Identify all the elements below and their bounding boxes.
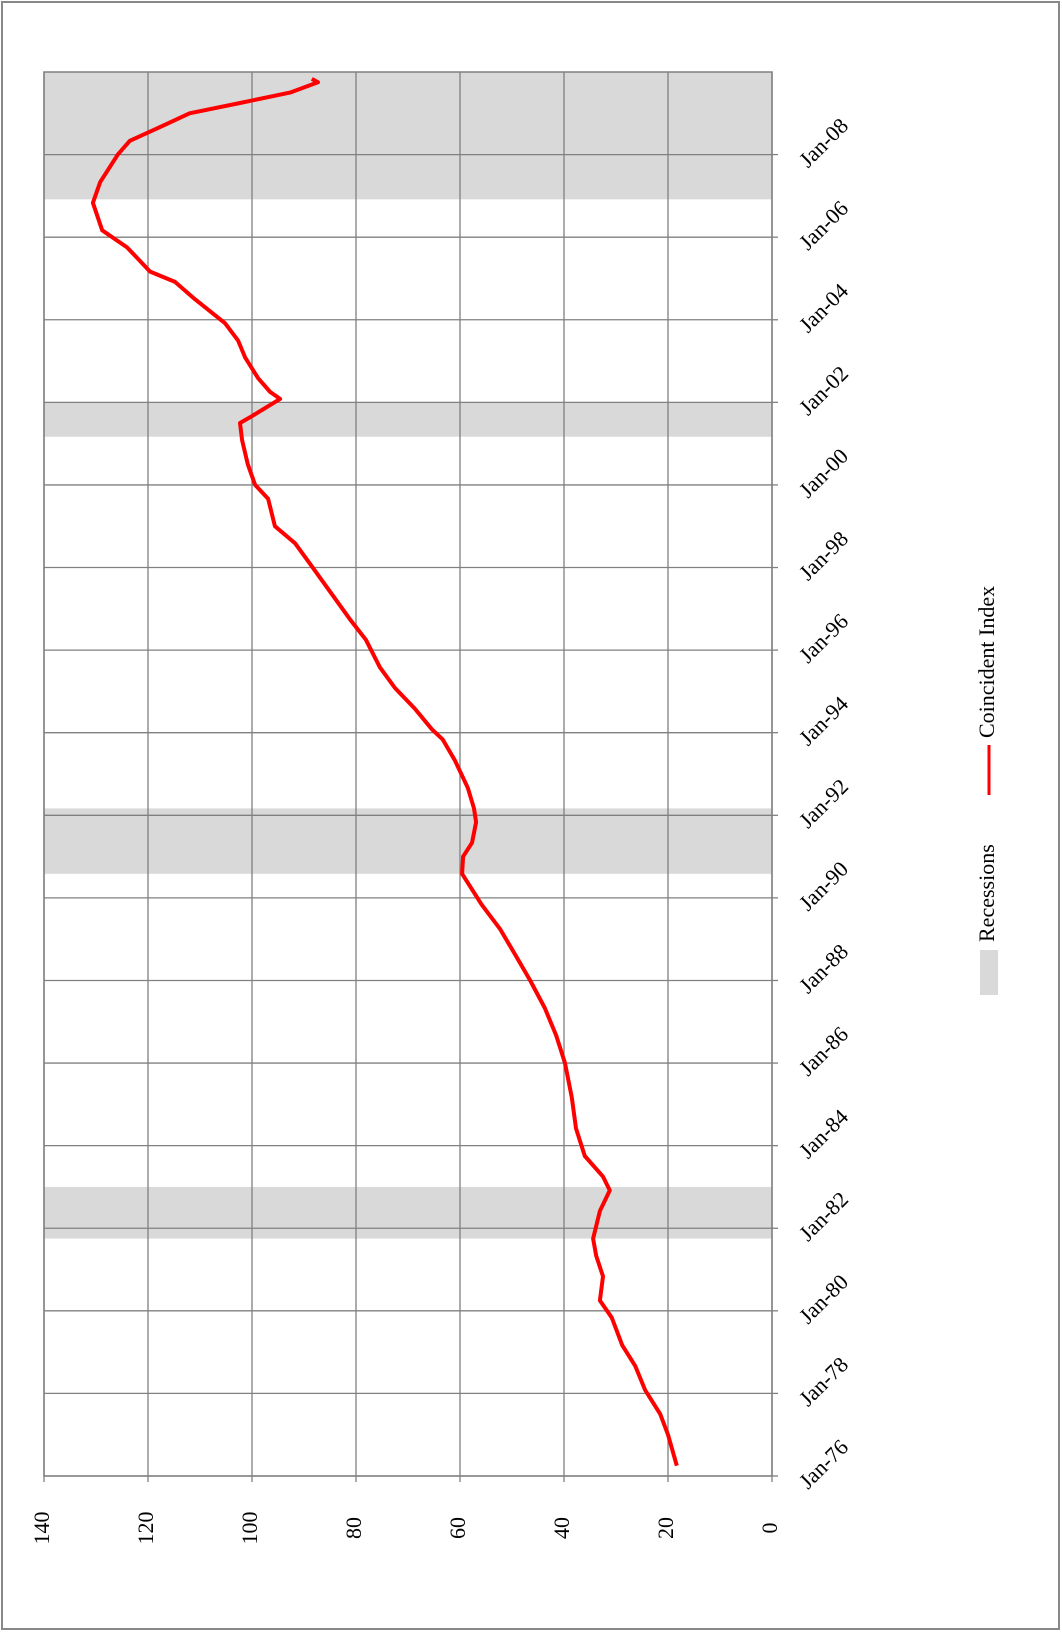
y-tick-label: 0	[757, 1523, 782, 1534]
plot-border	[43, 71, 773, 1477]
recession-shade	[44, 1186, 772, 1239]
y-tick-label: 120	[133, 1512, 158, 1545]
legend-label: Coincident Index	[974, 586, 999, 738]
y-tick-label: 40	[549, 1517, 574, 1539]
legend-label: Recessions	[974, 844, 999, 942]
recession-shade	[44, 72, 772, 200]
y-tick-label: 20	[653, 1517, 678, 1539]
y-tick-label: 80	[341, 1517, 366, 1539]
data-line	[90, 77, 679, 1467]
y-tick-label: 140	[29, 1512, 54, 1545]
y-tick-label: 60	[445, 1517, 470, 1539]
y-tick-label: 100	[237, 1512, 262, 1545]
recession-shade	[44, 402, 772, 437]
legend-swatch	[980, 950, 998, 995]
recession-shade	[44, 808, 772, 874]
